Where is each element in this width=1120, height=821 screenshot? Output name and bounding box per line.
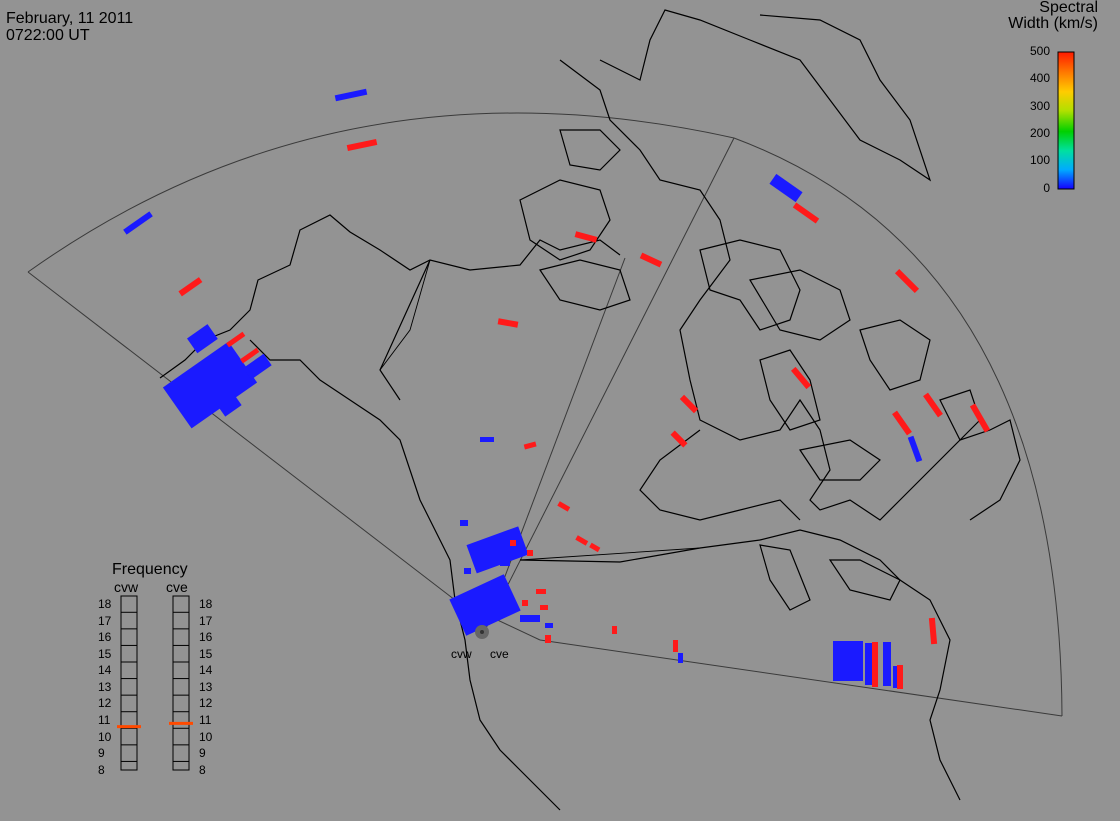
color-scale-tick-label: 100 bbox=[1029, 153, 1050, 168]
frequency-tick-right: 18 bbox=[199, 597, 213, 611]
color-scale-title-line1: Spectral bbox=[1039, 0, 1098, 16]
color-scale-tick-label: 500 bbox=[1029, 44, 1050, 58]
color-scale-tick-label: 200 bbox=[1029, 125, 1050, 140]
timestamp-header: February, 11 2011 0722:00 UT bbox=[6, 10, 133, 44]
radar-sites bbox=[475, 625, 489, 639]
frequency-tick-left: 18 bbox=[98, 597, 112, 611]
political-borders bbox=[379, 259, 701, 561]
frequency-title: Frequency bbox=[112, 561, 188, 578]
frequency-tick-right: 15 bbox=[199, 646, 213, 661]
color-scale-tick-label: 0 bbox=[1043, 180, 1050, 195]
frequency-tick-right: 11 bbox=[199, 713, 212, 727]
frequency-radar-cvw-label: cvw bbox=[114, 579, 139, 595]
frequency-markers bbox=[117, 721, 193, 729]
date-label: February, 11 2011 bbox=[6, 10, 134, 27]
frequency-gauges bbox=[120, 595, 190, 771]
frequency-tick-right: 10 bbox=[199, 729, 213, 744]
frequency-tick-right: 14 bbox=[199, 663, 213, 678]
color-scale bbox=[1057, 51, 1075, 190]
frequency-tick-left: 16 bbox=[98, 630, 112, 645]
frequency-tick-right: 16 bbox=[199, 630, 213, 645]
site-label-cve: cve bbox=[490, 647, 509, 661]
frequency-tick-left: 15 bbox=[98, 646, 112, 661]
coastlines bbox=[159, 9, 1021, 811]
frequency-tick-left: 12 bbox=[98, 696, 112, 711]
low-width-echoes bbox=[123, 88, 923, 688]
frequency-tick-left: 10 bbox=[98, 729, 112, 744]
frequency-tick-left: 9 bbox=[98, 746, 105, 761]
frequency-tick-left: 14 bbox=[98, 663, 112, 678]
frequency-tick-left: 17 bbox=[98, 613, 112, 628]
frequency-tick-left: 13 bbox=[98, 679, 112, 694]
color-scale-tick-label: 400 bbox=[1029, 71, 1050, 86]
frequency-tick-right: 12 bbox=[199, 696, 213, 711]
color-scale-title-line2: Width (km/s) bbox=[1008, 15, 1098, 32]
color-scale-title: Spectral Width (km/s) bbox=[1008, 0, 1098, 32]
high-width-echoes bbox=[178, 138, 991, 689]
frequency-tick-left: 11 bbox=[98, 713, 111, 727]
site-label-cvw: cvw bbox=[451, 647, 472, 661]
frequency-tick-left: 8 bbox=[98, 762, 105, 777]
frequency-tick-right: 9 bbox=[199, 746, 206, 761]
frequency-radar-cve-label: cve bbox=[166, 579, 188, 595]
frequency-tick-right: 8 bbox=[199, 762, 206, 777]
frequency-tick-right: 17 bbox=[199, 613, 213, 628]
time-label: 0722:00 UT bbox=[6, 27, 90, 44]
color-scale-tick-label: 300 bbox=[1029, 98, 1050, 113]
frequency-tick-right: 13 bbox=[199, 679, 213, 694]
